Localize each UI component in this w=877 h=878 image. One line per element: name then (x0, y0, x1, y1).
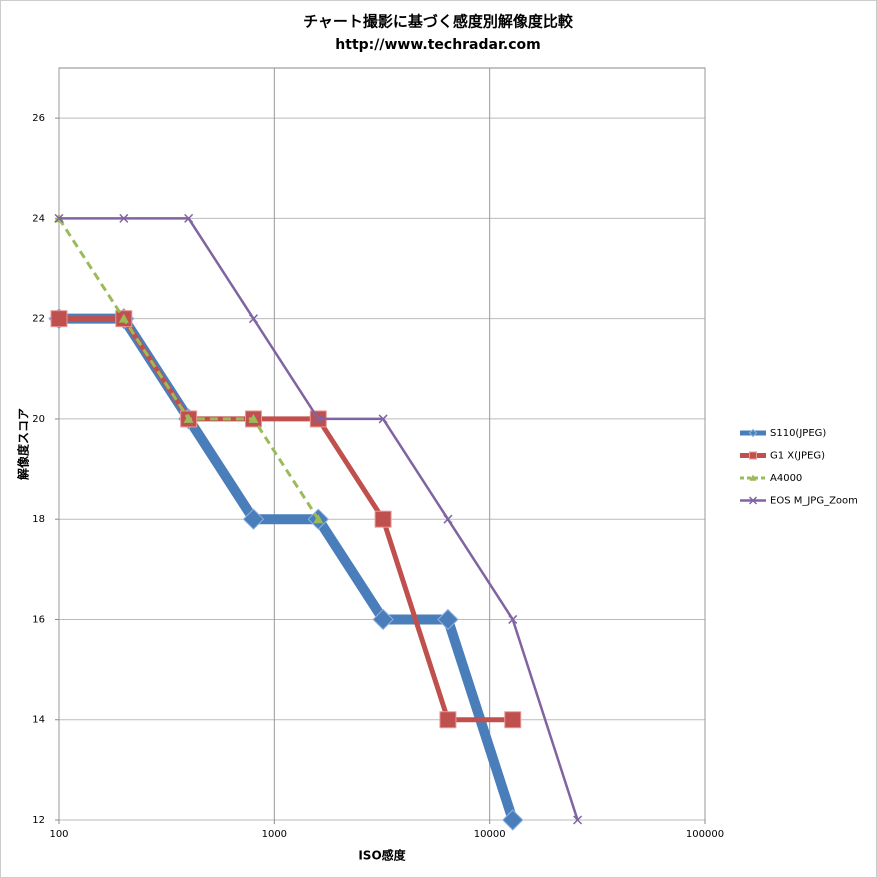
x-tick-label: 100000 (686, 829, 724, 840)
marker (248, 314, 258, 324)
legend-label: S110(JPEG) (770, 428, 826, 439)
y-axis-label: 解像度スコア (16, 408, 31, 480)
marker (184, 213, 194, 223)
series-line (59, 316, 513, 723)
marker (437, 608, 459, 631)
marker (119, 213, 129, 223)
y-tick-label: 24 (32, 213, 45, 224)
x-tick-label: 100 (49, 829, 68, 840)
marker (313, 514, 324, 524)
legend-item: G1 X(JPEG) (740, 451, 825, 462)
marker (443, 514, 453, 524)
y-tick-label: 18 (32, 514, 45, 525)
y-tick-label: 16 (32, 614, 45, 625)
marker (313, 414, 323, 424)
marker (749, 451, 757, 460)
legend-label: EOS M_JPG_Zoom (770, 496, 858, 507)
marker (748, 496, 758, 505)
y-tick-label: 14 (32, 715, 45, 726)
marker (508, 614, 518, 624)
y-tick-label: 12 (32, 815, 45, 826)
y-tick-label: 22 (32, 314, 45, 325)
marker (118, 313, 129, 323)
legend-label: G1 X(JPEG) (770, 451, 825, 462)
marker (50, 310, 68, 328)
marker (504, 711, 522, 729)
x-tick-label: 10000 (474, 829, 506, 840)
marker (183, 413, 194, 423)
legend-item: A4000 (740, 473, 802, 484)
marker (573, 815, 583, 825)
marker (242, 508, 265, 530)
marker (372, 608, 394, 631)
plot-area (58, 67, 706, 821)
marker (374, 510, 392, 528)
marker (502, 809, 524, 831)
chart-title: チャート撮影に基づく感度別解像度比較 (303, 13, 574, 31)
chart-subtitle: http://www.techradar.com (335, 37, 540, 53)
legend-item: EOS M_JPG_Zoom (740, 496, 858, 507)
marker (439, 711, 457, 729)
marker (749, 474, 757, 481)
marker (248, 413, 259, 423)
x-tick-label: 1000 (262, 829, 287, 840)
x-axis-label: ISO感度 (358, 848, 406, 863)
y-tick-label: 20 (32, 414, 45, 425)
y-tick-label: 26 (32, 113, 45, 124)
marker (54, 213, 64, 223)
marker (378, 414, 388, 424)
legend-item: S110(JPEG) (740, 428, 826, 439)
legend-label: A4000 (770, 473, 802, 484)
marker (748, 428, 758, 438)
